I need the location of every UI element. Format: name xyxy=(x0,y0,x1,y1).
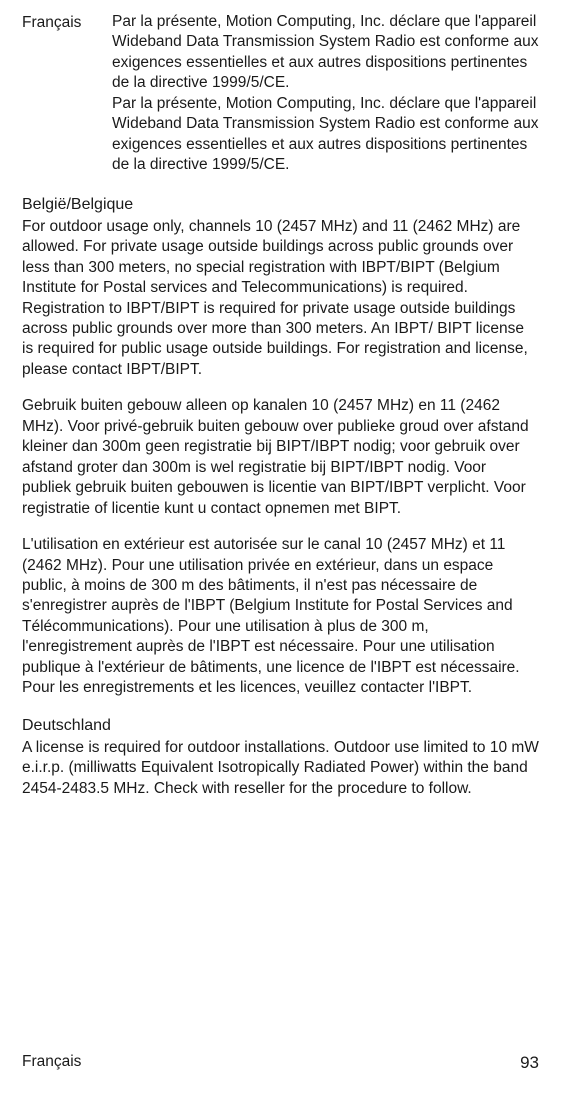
page-number: 93 xyxy=(520,1052,539,1074)
belgium-paragraph-en: For outdoor usage only, channels 10 (245… xyxy=(22,217,539,381)
belgium-paragraph-nl: Gebruik buiten gebouw alleen op kanalen … xyxy=(22,396,539,519)
language-text-block: Par la présente, Motion Computing, Inc. … xyxy=(112,12,539,176)
footer-section-label: Français xyxy=(22,1052,81,1074)
declaration-text-2: Par la présente, Motion Computing, Inc. … xyxy=(112,94,539,176)
page-footer: Français 93 xyxy=(22,1052,539,1074)
deutschland-paragraph: A license is required for outdoor instal… xyxy=(22,738,539,799)
belgium-paragraph-fr: L'utilisation en extérieur est autorisée… xyxy=(22,535,539,699)
declaration-text-1: Par la présente, Motion Computing, Inc. … xyxy=(112,12,539,94)
belgium-heading: België/Belgique xyxy=(22,194,539,215)
language-label: Français xyxy=(22,12,94,176)
deutschland-heading: Deutschland xyxy=(22,715,539,736)
language-declaration-row: Français Par la présente, Motion Computi… xyxy=(22,12,539,176)
